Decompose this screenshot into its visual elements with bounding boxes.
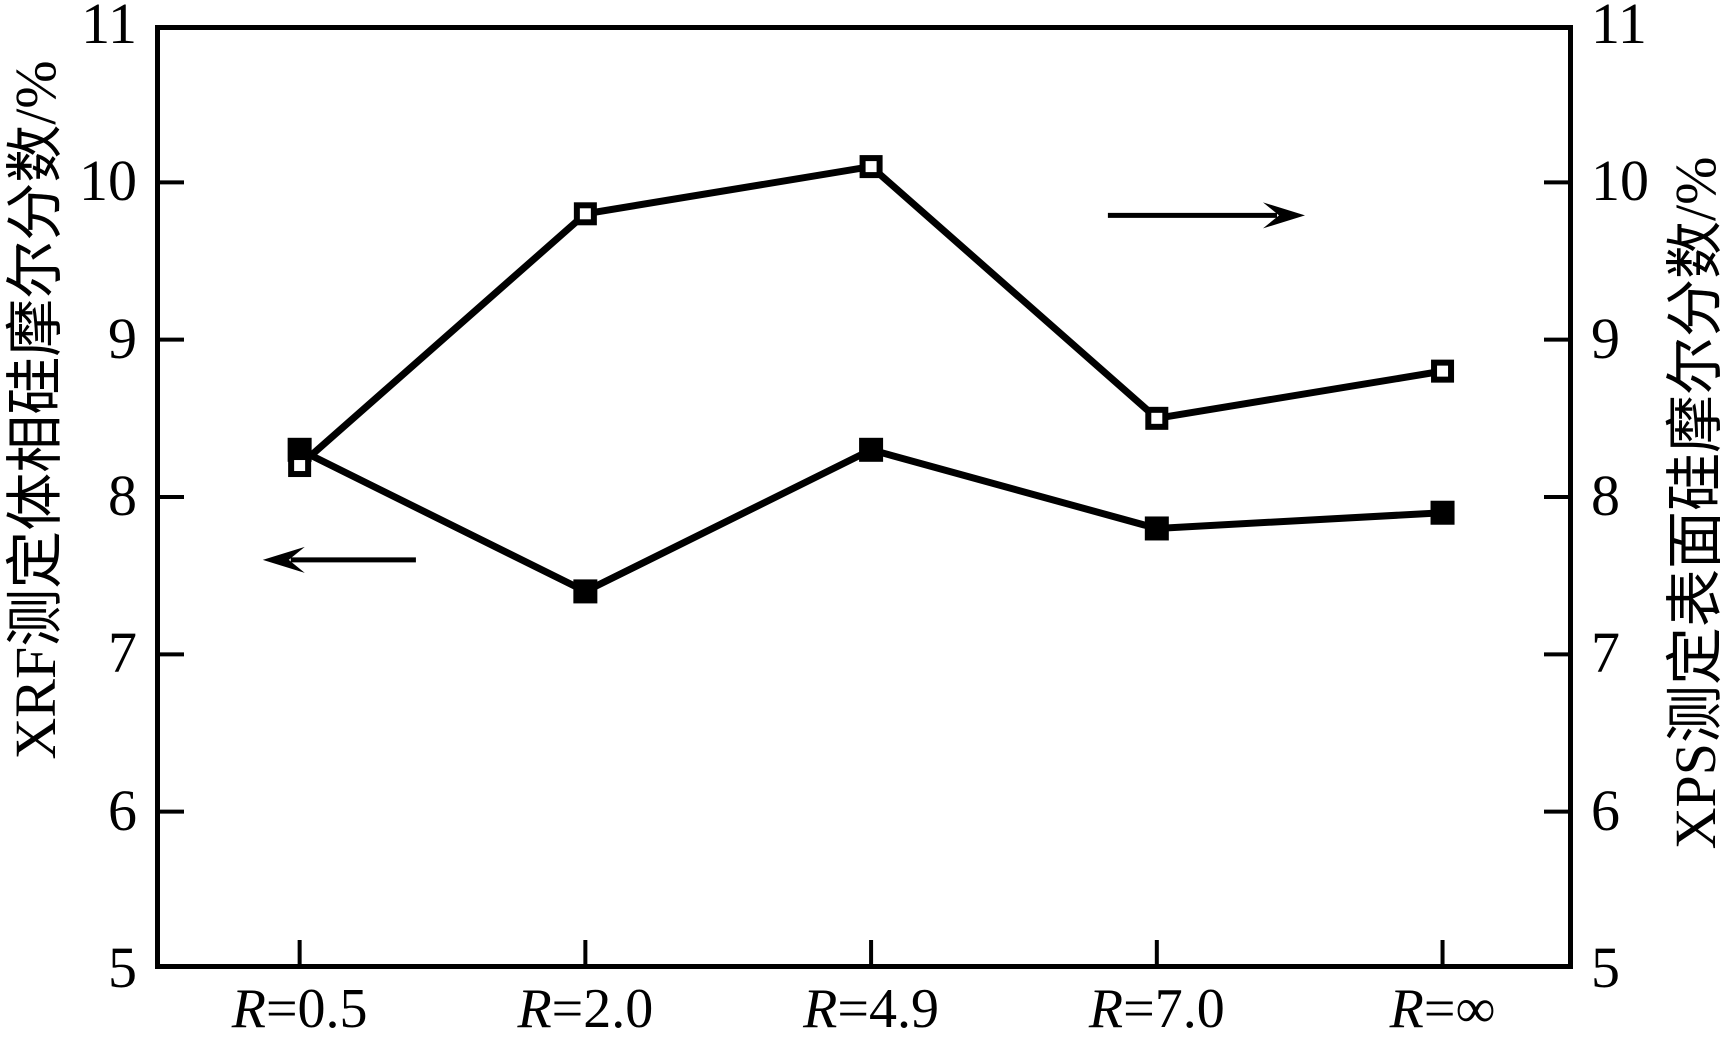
left-axis-tick-label: 10 — [79, 148, 137, 214]
left-axis-tick-label: 7 — [108, 620, 137, 686]
marker-filled-square — [859, 437, 884, 462]
right-axis-tick-label: 6 — [1591, 777, 1620, 843]
left-axis-tick-label: 8 — [108, 462, 137, 528]
right-axis-tick-label: 11 — [1591, 0, 1647, 56]
left-axis-tick-label: 9 — [108, 305, 137, 371]
right-axis-tick-label: 9 — [1591, 305, 1620, 371]
x-tick-label: R=4.9 — [803, 978, 939, 1040]
marker-open-square — [859, 155, 883, 179]
marker-open-square — [573, 202, 597, 226]
left-axis-tick-label: 5 — [108, 934, 137, 1000]
x-tick-label: R=∞ — [1389, 978, 1496, 1040]
x-tick-label: R=0.5 — [231, 978, 368, 1040]
arrow-head-right — [1262, 202, 1305, 229]
arrow-head-left — [262, 546, 305, 573]
series-line-xps — [297, 162, 1444, 469]
marker-filled-square — [573, 579, 598, 604]
right-axis-tick-label: 7 — [1591, 620, 1620, 686]
right-axis-tick-label: 8 — [1591, 462, 1620, 528]
plot-area — [155, 25, 1573, 969]
marker-filled-square — [1430, 500, 1455, 525]
x-tick-label: R=7.0 — [1088, 978, 1225, 1040]
series-line-xrf — [298, 446, 1443, 596]
left-axis-tick-label: 6 — [108, 777, 137, 843]
marker-open-square — [288, 454, 312, 478]
right-axis-tick-label: 10 — [1591, 148, 1649, 214]
marker-open-square — [1431, 359, 1455, 383]
axis-frame — [155, 25, 1573, 969]
marker-open-square — [1145, 406, 1169, 430]
right-axis-tick-label: 5 — [1591, 934, 1620, 1000]
marker-filled-square — [1144, 516, 1169, 541]
x-tick-label: R=2.0 — [517, 978, 654, 1040]
left-axis-tick-label: 11 — [81, 0, 137, 56]
